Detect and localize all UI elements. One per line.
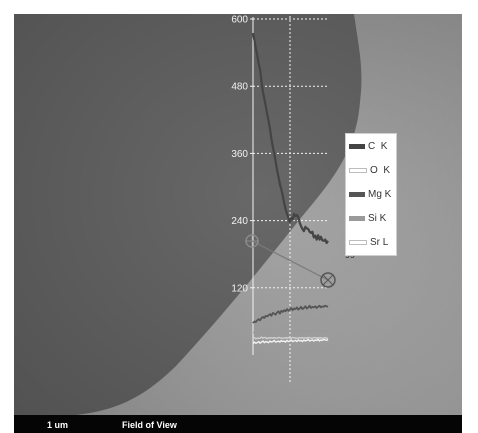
legend-swatch-o-k (349, 167, 367, 173)
profile-line[interactable] (251, 240, 329, 281)
legend-item-si-k: Si K (349, 211, 386, 225)
series-line-c-k (251, 32, 329, 245)
field-of-view-label: Field of View (122, 420, 177, 430)
legend-swatch-c-k (349, 143, 365, 149)
crosshair-start-marker[interactable] (245, 234, 259, 248)
legend-swatch-sr-l (349, 239, 367, 245)
y-axis: 120 240 360 480 600 (231, 15, 254, 355)
legend-label-mg-k: Mg K (368, 188, 392, 200)
legend-item-mg-k: Mg K (349, 187, 391, 201)
legend: C K O K Mg K Si K Sr L (345, 133, 397, 256)
series-line-mg-k (252, 304, 329, 324)
legend-label-si-k: Si K (368, 212, 387, 224)
right-margin (462, 14, 478, 433)
series-line-sr-l (252, 338, 329, 345)
cursor-circle (320, 272, 336, 288)
series-layer (251, 32, 329, 345)
cursor-x-b (322, 274, 334, 286)
y-tick-label: 240 (231, 216, 248, 227)
legend-swatch-si-k (349, 215, 365, 221)
y-tick-label: 600 (231, 15, 248, 26)
legend-item-c-k: C K (349, 139, 387, 153)
legend-item-sr-l: Sr L (349, 235, 388, 249)
legend-item-o-k: O K (349, 163, 390, 177)
y-tick-label: 480 (231, 82, 248, 93)
series-line-o-k (252, 336, 328, 340)
line-profile[interactable] (245, 234, 336, 288)
y-tick-label: 120 (231, 283, 248, 294)
legend-label-sr-l: Sr L (370, 236, 389, 248)
series-line-si-k (252, 329, 329, 334)
scale-bar: 1 um Field of View (14, 415, 462, 433)
legend-swatch-mg-k (349, 191, 365, 197)
legend-label-c-k: C K (368, 140, 388, 152)
scale-label: 1 um (47, 420, 69, 430)
cursor-end-marker[interactable] (320, 272, 336, 288)
y-tick-label: 360 (231, 149, 248, 160)
legend-label-o-k: O K (370, 164, 391, 176)
